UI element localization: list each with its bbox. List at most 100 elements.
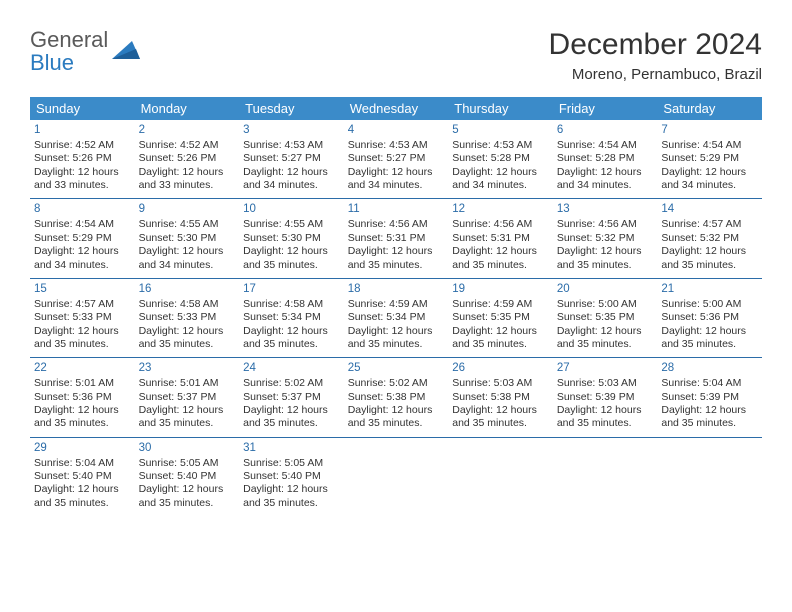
- calendar-cell: 8Sunrise: 4:54 AMSunset: 5:29 PMDaylight…: [30, 199, 135, 278]
- sunrise-line: Sunrise: 5:02 AM: [243, 377, 340, 390]
- sunrise-line: Sunrise: 4:56 AM: [348, 218, 445, 231]
- sunrise-line: Sunrise: 4:53 AM: [348, 139, 445, 152]
- day-number: 10: [243, 202, 340, 217]
- sunset-line: Sunset: 5:32 PM: [557, 232, 654, 245]
- calendar-cell: 19Sunrise: 4:59 AMSunset: 5:35 PMDayligh…: [448, 278, 553, 357]
- day-number: 28: [661, 361, 758, 376]
- day-number: 25: [348, 361, 445, 376]
- sunset-line: Sunset: 5:36 PM: [34, 391, 131, 404]
- calendar-cell: [344, 437, 449, 516]
- daylight-line: Daylight: 12 hours and 35 minutes.: [243, 325, 340, 352]
- sunset-line: Sunset: 5:33 PM: [34, 311, 131, 324]
- day-number: 13: [557, 202, 654, 217]
- sunrise-line: Sunrise: 4:59 AM: [348, 298, 445, 311]
- calendar-cell: 26Sunrise: 5:03 AMSunset: 5:38 PMDayligh…: [448, 358, 553, 437]
- sunset-line: Sunset: 5:29 PM: [661, 152, 758, 165]
- sunset-line: Sunset: 5:37 PM: [139, 391, 236, 404]
- day-number: 21: [661, 282, 758, 297]
- sunset-line: Sunset: 5:30 PM: [139, 232, 236, 245]
- calendar-cell: 14Sunrise: 4:57 AMSunset: 5:32 PMDayligh…: [657, 199, 762, 278]
- calendar-table: Sunday Monday Tuesday Wednesday Thursday…: [30, 97, 762, 516]
- sunrise-line: Sunrise: 5:04 AM: [661, 377, 758, 390]
- sunrise-line: Sunrise: 5:02 AM: [348, 377, 445, 390]
- calendar-row: 1Sunrise: 4:52 AMSunset: 5:26 PMDaylight…: [30, 120, 762, 199]
- daylight-line: Daylight: 12 hours and 35 minutes.: [243, 404, 340, 431]
- sunrise-line: Sunrise: 4:54 AM: [34, 218, 131, 231]
- day-number: 24: [243, 361, 340, 376]
- logo-triangle-icon: [112, 37, 140, 68]
- sunset-line: Sunset: 5:28 PM: [452, 152, 549, 165]
- sunset-line: Sunset: 5:32 PM: [661, 232, 758, 245]
- day-number: 12: [452, 202, 549, 217]
- sunset-line: Sunset: 5:39 PM: [557, 391, 654, 404]
- daylight-line: Daylight: 12 hours and 33 minutes.: [34, 166, 131, 193]
- sunrise-line: Sunrise: 4:53 AM: [452, 139, 549, 152]
- day-number: 30: [139, 441, 236, 456]
- calendar-row: 8Sunrise: 4:54 AMSunset: 5:29 PMDaylight…: [30, 199, 762, 278]
- sunset-line: Sunset: 5:26 PM: [34, 152, 131, 165]
- weekday-header: Tuesday: [239, 97, 344, 120]
- calendar-cell: 18Sunrise: 4:59 AMSunset: 5:34 PMDayligh…: [344, 278, 449, 357]
- sunset-line: Sunset: 5:31 PM: [452, 232, 549, 245]
- calendar-cell: 17Sunrise: 4:58 AMSunset: 5:34 PMDayligh…: [239, 278, 344, 357]
- calendar-cell: 13Sunrise: 4:56 AMSunset: 5:32 PMDayligh…: [553, 199, 658, 278]
- sunset-line: Sunset: 5:34 PM: [243, 311, 340, 324]
- day-number: 29: [34, 441, 131, 456]
- title-block: December 2024 Moreno, Pernambuco, Brazil: [549, 28, 762, 83]
- calendar-cell: 22Sunrise: 5:01 AMSunset: 5:36 PMDayligh…: [30, 358, 135, 437]
- calendar-cell: 23Sunrise: 5:01 AMSunset: 5:37 PMDayligh…: [135, 358, 240, 437]
- header: General Blue December 2024 Moreno, Perna…: [30, 28, 762, 83]
- sunset-line: Sunset: 5:34 PM: [348, 311, 445, 324]
- daylight-line: Daylight: 12 hours and 35 minutes.: [661, 245, 758, 272]
- calendar-cell: [553, 437, 658, 516]
- calendar-body: 1Sunrise: 4:52 AMSunset: 5:26 PMDaylight…: [30, 120, 762, 516]
- calendar-row: 29Sunrise: 5:04 AMSunset: 5:40 PMDayligh…: [30, 437, 762, 516]
- sunrise-line: Sunrise: 5:01 AM: [139, 377, 236, 390]
- daylight-line: Daylight: 12 hours and 35 minutes.: [34, 404, 131, 431]
- weekday-header: Monday: [135, 97, 240, 120]
- calendar-cell: 28Sunrise: 5:04 AMSunset: 5:39 PMDayligh…: [657, 358, 762, 437]
- logo-word-general: General: [30, 27, 108, 52]
- sunrise-line: Sunrise: 5:04 AM: [34, 457, 131, 470]
- calendar-cell: 27Sunrise: 5:03 AMSunset: 5:39 PMDayligh…: [553, 358, 658, 437]
- sunset-line: Sunset: 5:38 PM: [348, 391, 445, 404]
- sunrise-line: Sunrise: 4:52 AM: [34, 139, 131, 152]
- day-number: 7: [661, 123, 758, 138]
- daylight-line: Daylight: 12 hours and 35 minutes.: [348, 325, 445, 352]
- page-title: December 2024: [549, 28, 762, 62]
- calendar-cell: 24Sunrise: 5:02 AMSunset: 5:37 PMDayligh…: [239, 358, 344, 437]
- sunrise-line: Sunrise: 4:59 AM: [452, 298, 549, 311]
- daylight-line: Daylight: 12 hours and 35 minutes.: [34, 325, 131, 352]
- sunset-line: Sunset: 5:40 PM: [34, 470, 131, 483]
- sunset-line: Sunset: 5:33 PM: [139, 311, 236, 324]
- calendar-cell: 1Sunrise: 4:52 AMSunset: 5:26 PMDaylight…: [30, 120, 135, 199]
- sunrise-line: Sunrise: 4:54 AM: [661, 139, 758, 152]
- calendar-cell: 4Sunrise: 4:53 AMSunset: 5:27 PMDaylight…: [344, 120, 449, 199]
- sunrise-line: Sunrise: 4:56 AM: [557, 218, 654, 231]
- sunset-line: Sunset: 5:40 PM: [243, 470, 340, 483]
- daylight-line: Daylight: 12 hours and 35 minutes.: [139, 404, 236, 431]
- location-subtitle: Moreno, Pernambuco, Brazil: [549, 66, 762, 83]
- day-number: 18: [348, 282, 445, 297]
- day-number: 8: [34, 202, 131, 217]
- sunset-line: Sunset: 5:40 PM: [139, 470, 236, 483]
- sunset-line: Sunset: 5:36 PM: [661, 311, 758, 324]
- day-number: 5: [452, 123, 549, 138]
- sunset-line: Sunset: 5:26 PM: [139, 152, 236, 165]
- calendar-cell: 9Sunrise: 4:55 AMSunset: 5:30 PMDaylight…: [135, 199, 240, 278]
- day-number: 16: [139, 282, 236, 297]
- daylight-line: Daylight: 12 hours and 35 minutes.: [348, 404, 445, 431]
- daylight-line: Daylight: 12 hours and 35 minutes.: [557, 245, 654, 272]
- calendar-row: 15Sunrise: 4:57 AMSunset: 5:33 PMDayligh…: [30, 278, 762, 357]
- sunset-line: Sunset: 5:35 PM: [557, 311, 654, 324]
- day-number: 27: [557, 361, 654, 376]
- daylight-line: Daylight: 12 hours and 35 minutes.: [139, 483, 236, 510]
- calendar-cell: 12Sunrise: 4:56 AMSunset: 5:31 PMDayligh…: [448, 199, 553, 278]
- daylight-line: Daylight: 12 hours and 34 minutes.: [452, 166, 549, 193]
- day-number: 14: [661, 202, 758, 217]
- day-number: 11: [348, 202, 445, 217]
- sunset-line: Sunset: 5:35 PM: [452, 311, 549, 324]
- daylight-line: Daylight: 12 hours and 35 minutes.: [34, 483, 131, 510]
- daylight-line: Daylight: 12 hours and 34 minutes.: [348, 166, 445, 193]
- calendar-cell: 6Sunrise: 4:54 AMSunset: 5:28 PMDaylight…: [553, 120, 658, 199]
